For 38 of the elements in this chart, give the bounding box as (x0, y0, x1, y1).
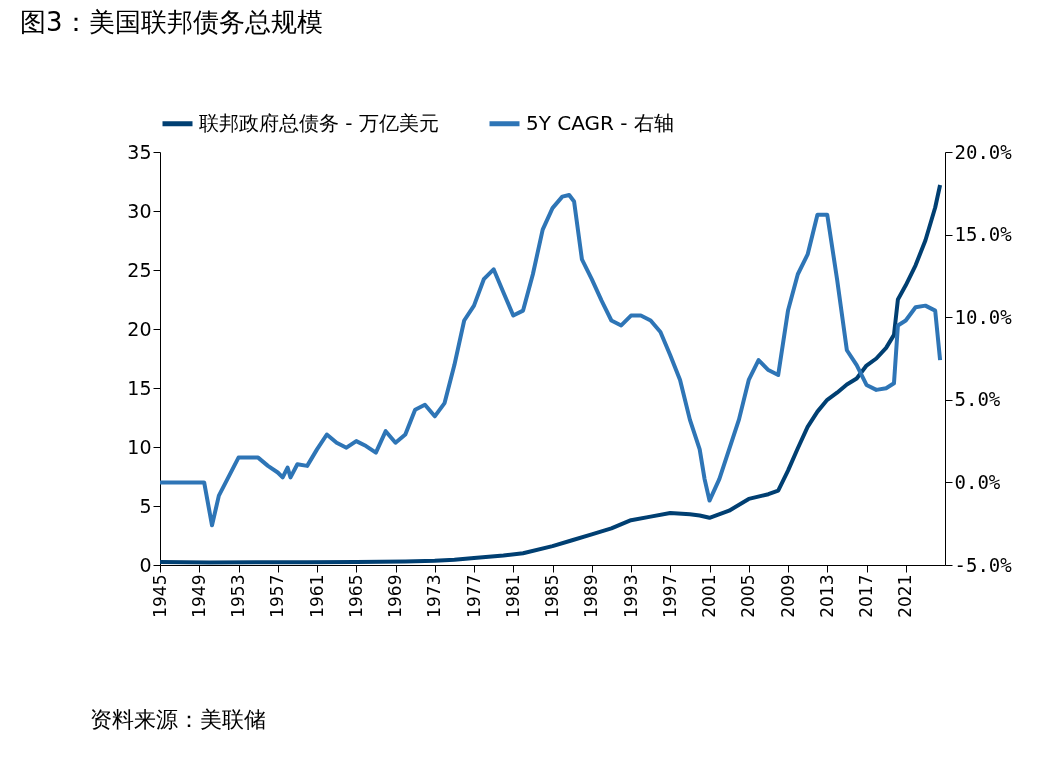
y2-tick-label: 5.0% (954, 388, 1001, 411)
y-tick-label: 25 (127, 258, 152, 281)
x-tick-label: 2005 (738, 574, 759, 618)
y2-tick-label: 20.0% (954, 140, 1013, 163)
y2-tick-label: -5.0% (954, 553, 1013, 576)
x-tick-label: 1973 (424, 574, 445, 618)
x-tick-label: 1945 (149, 574, 170, 618)
x-tick-label: 1957 (267, 574, 288, 618)
x-tick-label: 2013 (816, 574, 837, 618)
x-tick-label: 1989 (581, 574, 602, 618)
y-tick-label: 0 (139, 553, 152, 576)
x-tick-label: 1961 (306, 574, 327, 618)
x-tick-label: 1969 (385, 574, 405, 618)
y2-tick-label: 0.0% (954, 470, 1001, 493)
x-tick-label: 1977 (463, 574, 484, 618)
y-tick-label: 10 (127, 435, 152, 458)
x-tick-label: 1997 (659, 574, 680, 618)
legend-label: 5Y CAGR - 右轴 (526, 110, 674, 135)
x-tick-label: 1965 (345, 574, 366, 618)
y2-tick-label: 10.0% (954, 305, 1013, 328)
y2-tick-label: 15.0% (954, 223, 1013, 246)
y-tick-label: 5 (139, 494, 152, 517)
y-tick-label: 15 (127, 376, 152, 399)
x-tick-label: 2009 (777, 574, 798, 618)
x-tick-label: 1985 (542, 574, 562, 618)
y-tick-label: 35 (127, 140, 152, 163)
legend-label: 联邦政府总债务 - 万亿美元 (199, 110, 439, 135)
x-tick-label: 2001 (699, 574, 719, 618)
x-tick-label: 1953 (228, 574, 248, 618)
y-tick-label: 20 (127, 317, 152, 340)
y-tick-label: 30 (127, 199, 152, 222)
chart-title: 图3：美国联邦债务总规模 (20, 7, 323, 37)
x-tick-label: 1981 (502, 574, 523, 618)
x-tick-label: 2021 (895, 574, 916, 618)
text: 资料来源：美联储 (90, 707, 266, 732)
x-tick-label: 1993 (620, 574, 641, 618)
x-tick-label: 1949 (188, 574, 209, 618)
x-tick-label: 2017 (856, 574, 876, 618)
